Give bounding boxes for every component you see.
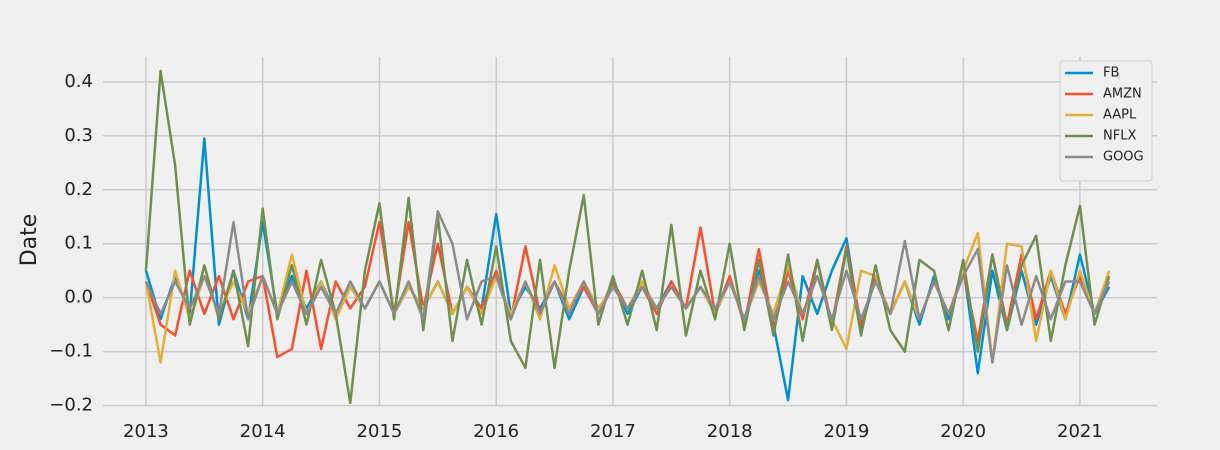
y-tick-label: −0.2 <box>49 395 93 416</box>
legend-label: AAPL <box>1103 108 1137 123</box>
series-line <box>144 69 1111 405</box>
x-tick-label: 2017 <box>590 421 636 442</box>
x-tick-label: 2013 <box>123 421 169 442</box>
y-axis-label: Date <box>17 214 42 267</box>
y-tick-label: 0.1 <box>64 233 93 254</box>
y-tick-label: −0.1 <box>49 341 93 362</box>
y-tick-label: 0.4 <box>64 71 93 92</box>
x-tick-label: 2021 <box>1057 421 1103 442</box>
x-tick-label: 2018 <box>707 421 753 442</box>
legend-label: GOOG <box>1103 150 1144 165</box>
legend-box <box>1059 60 1153 182</box>
legend-label: FB <box>1103 66 1119 81</box>
y-tick-label: 0.0 <box>64 287 93 308</box>
series-line <box>144 220 1111 359</box>
x-tick-label: 2014 <box>240 421 286 442</box>
legend-label: AMZN <box>1103 87 1142 102</box>
legend: FB AMZN AAPL NFLX GOOG <box>1059 60 1153 182</box>
series-line <box>144 210 1111 364</box>
y-tick-label: 0.3 <box>64 125 93 146</box>
series-line <box>144 137 1111 402</box>
x-tick-label: 2015 <box>357 421 403 442</box>
x-tick-label: 2020 <box>940 421 986 442</box>
x-tick-label: 2019 <box>824 421 870 442</box>
x-tick-label: 2016 <box>473 421 519 442</box>
y-tick-label: 0.2 <box>64 179 93 200</box>
legend-label: NFLX <box>1103 129 1136 144</box>
